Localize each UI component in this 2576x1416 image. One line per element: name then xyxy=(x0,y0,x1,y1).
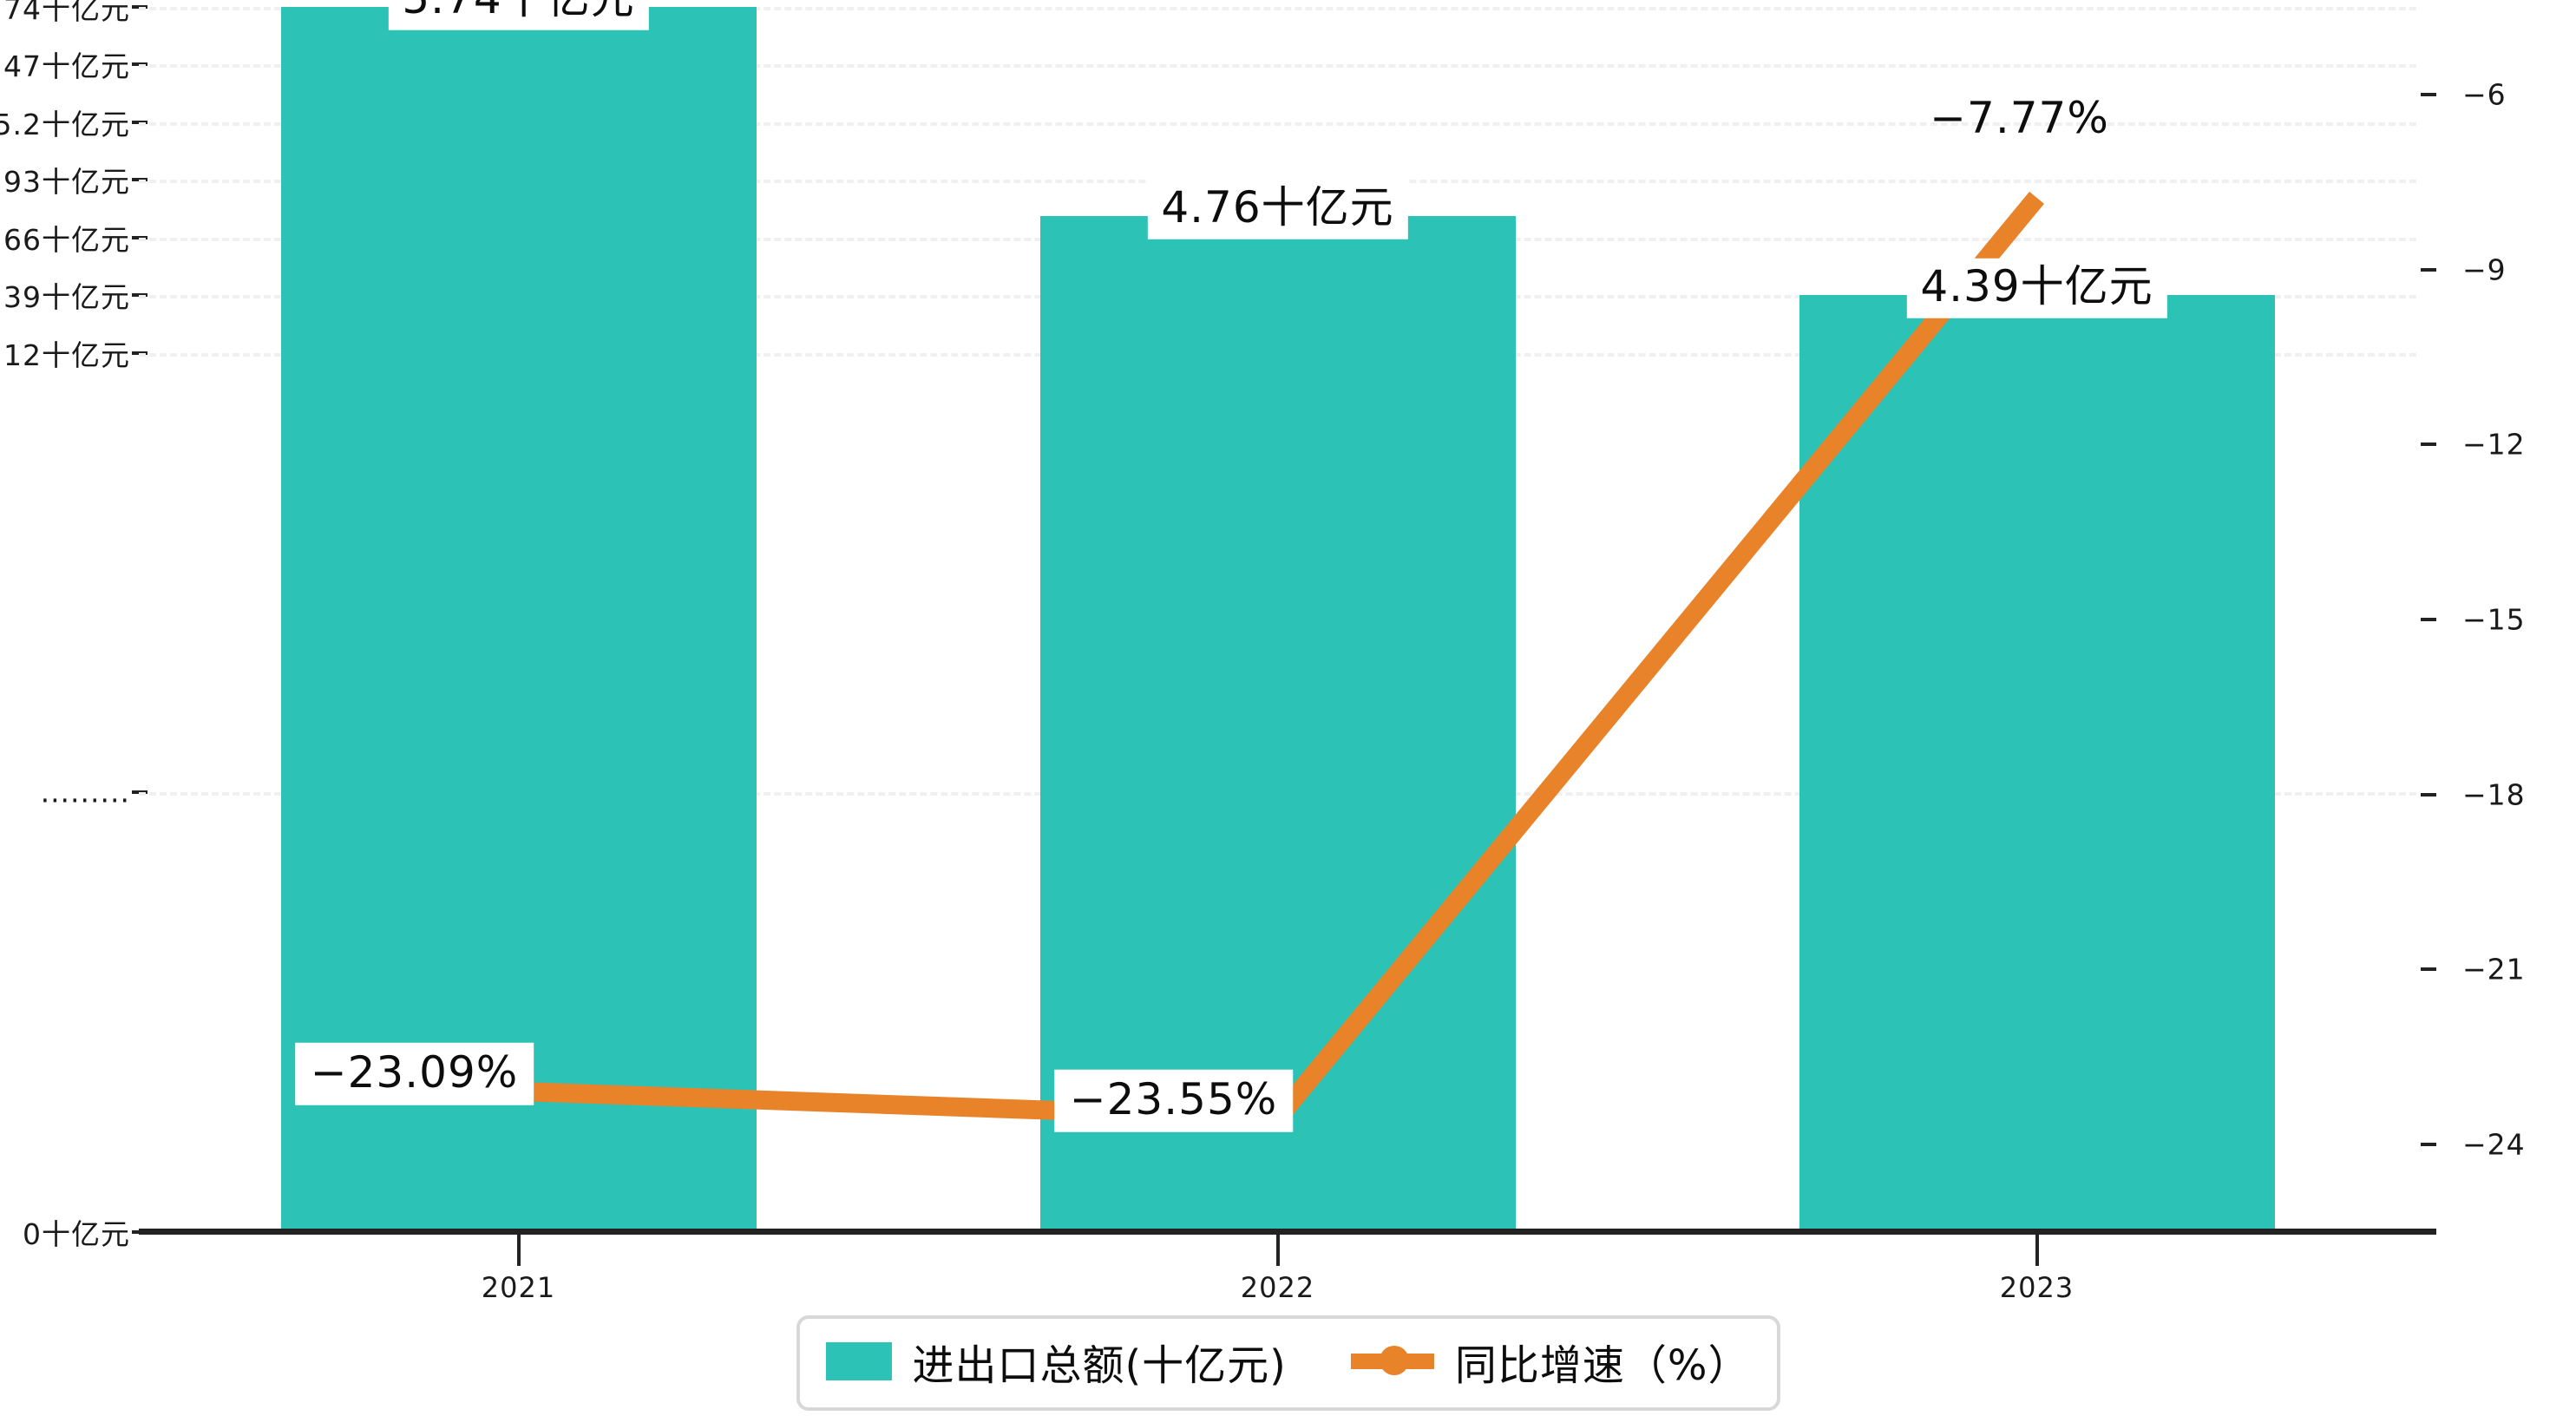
bar-value-label-2023: 4.39十亿元 xyxy=(1906,258,2167,318)
y-axis-right-tick-mark xyxy=(2421,92,2436,96)
legend-item-line[interactable]: 同比增速（%） xyxy=(1350,1331,1751,1392)
legend-bar-swatch-icon xyxy=(825,1342,892,1380)
line-value-label-2021: −23.09% xyxy=(294,1042,534,1106)
legend-label-line: 同比增速（%） xyxy=(1454,1341,1751,1390)
y-axis-right-tick-label: −9 xyxy=(2462,252,2507,287)
y-axis-right-tick-mark xyxy=(2421,1143,2436,1147)
x-axis-tick-label-2023: 2023 xyxy=(1999,1271,2075,1304)
y-axis-right-tick-mark xyxy=(2421,792,2436,796)
y-axis-left-tick-label: 4.66十亿元 xyxy=(0,222,130,257)
x-axis-ticks: 2021 2022 2023 xyxy=(0,1235,2576,1313)
plot-area: 5.74十亿元 4.76十亿元 4.39十亿元 −23.09% −23.55% −7.77… xyxy=(139,0,2416,1232)
bar-2023[interactable] xyxy=(1799,295,2275,1232)
gridline xyxy=(139,121,2416,126)
y-axis-right: −6 −9 −12 −15 −18 −21 −24 xyxy=(2421,7,2576,1232)
bar-value-label-2021: 5.74十亿元 xyxy=(388,0,649,30)
legend-label-bar: 进出口总额(十亿元) xyxy=(912,1341,1287,1390)
x-axis-tick-mark xyxy=(516,1235,521,1266)
y-axis-right-tick-label: −24 xyxy=(2462,1127,2526,1162)
y-axis-left: 5.74十亿元 5.47十亿元 5.2十亿元 4.93十亿元 4.66十亿元 4.39十亿… xyxy=(0,0,147,1251)
legend-item-bar[interactable]: 进出口总额(十亿元) xyxy=(825,1331,1286,1392)
y-axis-right-tick-mark xyxy=(2421,442,2436,447)
line-value-label-2022: −23.55% xyxy=(1053,1069,1294,1133)
x-axis-tick-mark xyxy=(1275,1235,1280,1266)
y-axis-left-tick-label: 4.12十亿元 xyxy=(0,338,130,372)
legend-line-swatch-icon xyxy=(1350,1342,1434,1380)
y-axis-right-tick-label: −18 xyxy=(2462,777,2526,812)
y-axis-left-tick-label: 4.93十亿元 xyxy=(0,165,130,200)
line-path xyxy=(518,191,2044,1129)
y-axis-left-tick-label: 0十亿元 xyxy=(23,1217,130,1251)
bar-2022[interactable] xyxy=(1039,216,1516,1232)
y-axis-right-tick-label: −15 xyxy=(2462,602,2526,637)
y-axis-right-tick-label: −21 xyxy=(2462,952,2526,987)
y-axis-left-tick-label: 5.47十亿元 xyxy=(0,49,130,84)
x-axis-spine xyxy=(139,1229,2436,1235)
y-axis-right-tick-mark xyxy=(2421,618,2436,621)
y-axis-right-tick-mark xyxy=(2421,267,2436,272)
y-axis-left-tick-label: ......... xyxy=(40,775,130,810)
x-axis-tick-label-2022: 2022 xyxy=(1240,1271,1315,1304)
y-axis-left-tick-label: 4.39十亿元 xyxy=(0,280,130,315)
y-axis-left-tick-label: 5.2十亿元 xyxy=(0,107,130,141)
line-value-label-2023: −7.77% xyxy=(1930,92,2109,143)
y-axis-right-tick-label: −12 xyxy=(2462,427,2526,462)
y-axis-right-tick-mark xyxy=(2421,967,2436,972)
y-axis-right-tick-label: −6 xyxy=(2462,77,2507,112)
x-axis-tick-label-2021: 2021 xyxy=(481,1271,556,1304)
chart-legend[interactable]: 进出口总额(十亿元) 同比增速（%） xyxy=(796,1315,1780,1411)
gridline xyxy=(139,64,2416,69)
bar-2021[interactable] xyxy=(280,7,757,1232)
gridline xyxy=(139,7,2416,10)
y-axis-left-tick-label: 5.74十亿元 xyxy=(0,0,130,26)
x-axis-tick-mark xyxy=(2035,1235,2039,1266)
bar-value-label-2022: 4.76十亿元 xyxy=(1147,179,1408,239)
